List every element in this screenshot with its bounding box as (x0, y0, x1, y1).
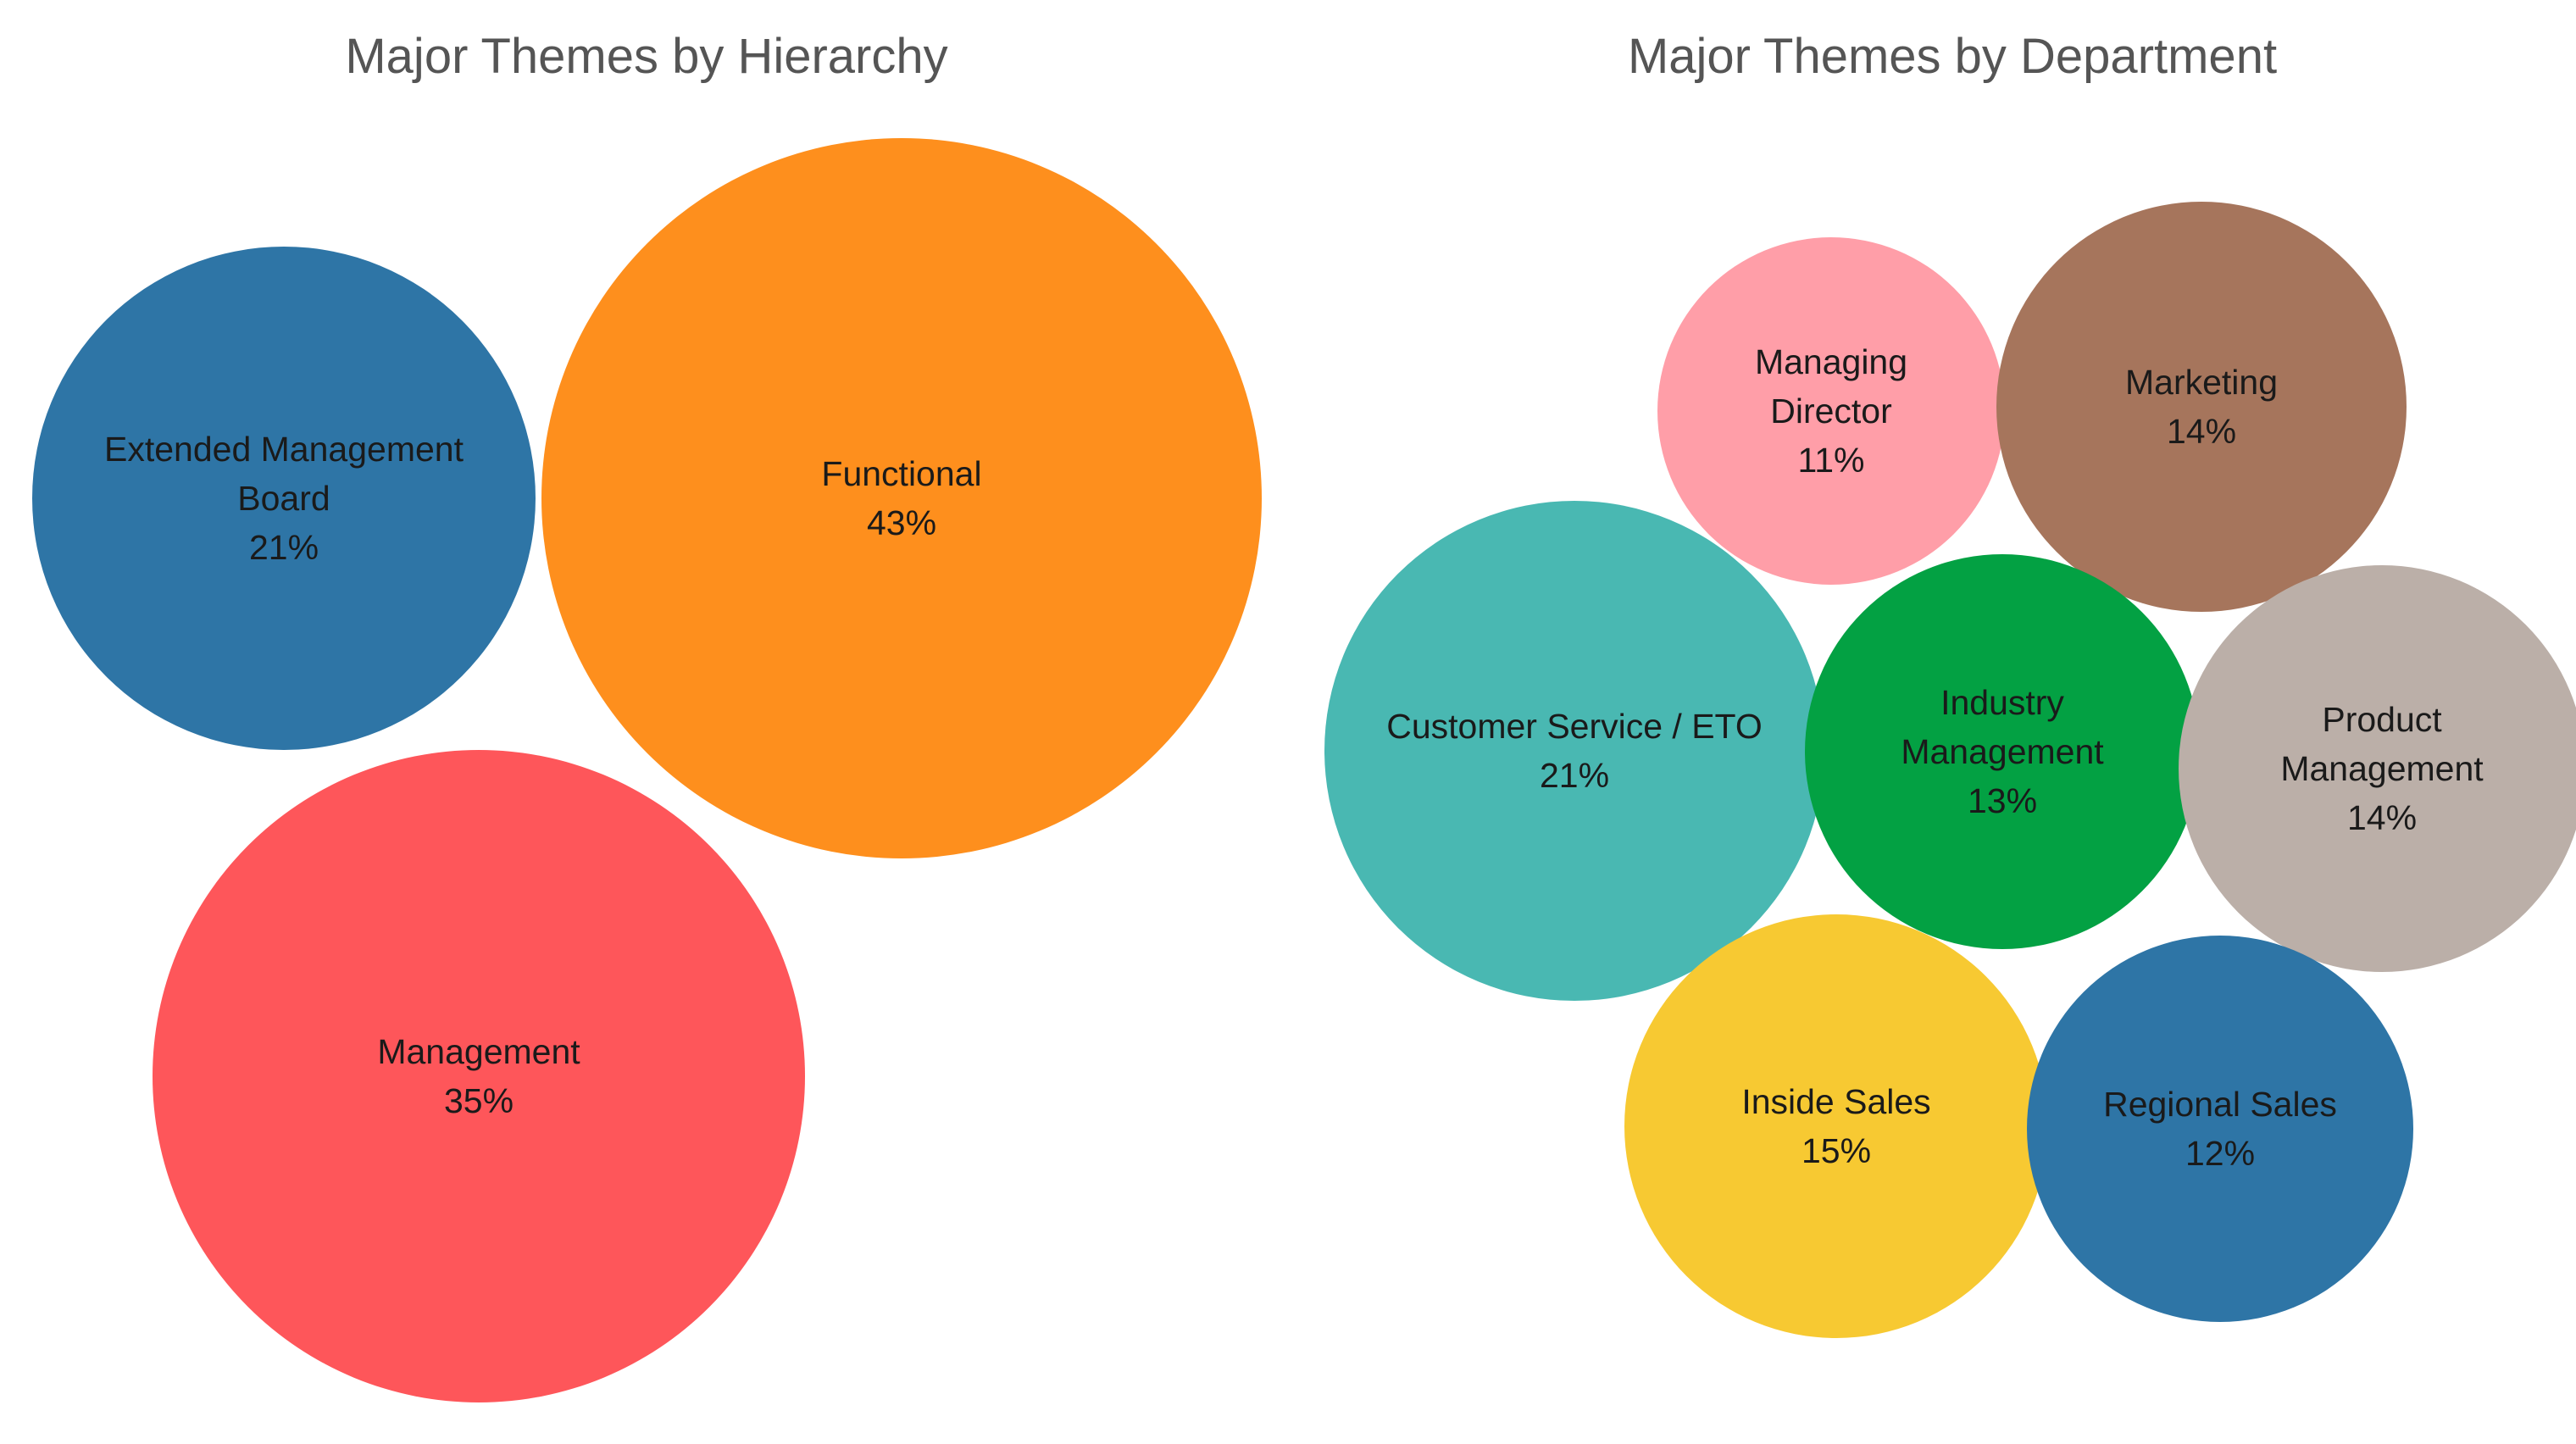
bubble-industry-management (1805, 554, 2200, 949)
bubble-functional (541, 138, 1262, 858)
bubble-label-inside-sales-0: Inside Sales (1741, 1082, 1930, 1121)
department-bubble-chart: Major Themes by Department Managing Direc… (1324, 29, 2576, 1338)
bubble-value-inside-sales: 15% (1802, 1131, 1871, 1170)
bubble-label-product-management-1: Management (2280, 749, 2484, 788)
bubble-value-industry-management: 13% (1968, 781, 2037, 820)
bubble-value-management: 35% (444, 1081, 514, 1120)
bubble-regional-sales (2027, 936, 2413, 1322)
bubble-managing-director (1657, 237, 2005, 585)
bubble-management (153, 750, 805, 1402)
bubble-label-extended-management-board-1: Board (237, 479, 330, 518)
bubble-label-product-management-0: Product (2322, 700, 2442, 739)
bubble-label-industry-management-1: Management (1901, 732, 2104, 771)
chart-title-department: Major Themes by Department (1628, 29, 2277, 84)
bubble-value-functional: 43% (867, 503, 936, 542)
bubble-value-regional-sales: 12% (2185, 1134, 2255, 1173)
bubble-extended-management-board (32, 247, 536, 750)
bubble-label-managing-director-1: Director (1770, 392, 1892, 430)
bubble-label-marketing-0: Marketing (2125, 363, 2278, 402)
bubble-product-management (2179, 565, 2576, 972)
bubble-value-customer-service-eto: 21% (1540, 756, 1609, 795)
bubble-value-product-management: 14% (2347, 798, 2417, 837)
bubble-marketing (1996, 202, 2407, 612)
bubble-value-managing-director: 11% (1797, 441, 1864, 480)
bubble-label-functional-0: Functional (821, 454, 981, 493)
bubble-label-extended-management-board-0: Extended Management (104, 430, 464, 469)
bubble-label-managing-director-0: Managing (1755, 342, 1907, 381)
bubble-value-marketing: 14% (2167, 412, 2236, 451)
bubble-label-management-0: Management (377, 1032, 580, 1071)
bubble-value-extended-management-board: 21% (249, 528, 319, 567)
bubble-customer-service-eto (1324, 501, 1824, 1001)
chart-title-hierarchy: Major Themes by Hierarchy (345, 29, 947, 84)
bubble-inside-sales (1624, 914, 2048, 1338)
hierarchy-bubble-chart: Major Themes by Hierarchy Extended Manag… (32, 29, 1262, 1402)
bubble-label-regional-sales-0: Regional Sales (2103, 1085, 2337, 1124)
bubble-label-industry-management-0: Industry (1940, 683, 2064, 722)
bubble-label-customer-service-eto-0: Customer Service / ETO (1386, 707, 1763, 746)
